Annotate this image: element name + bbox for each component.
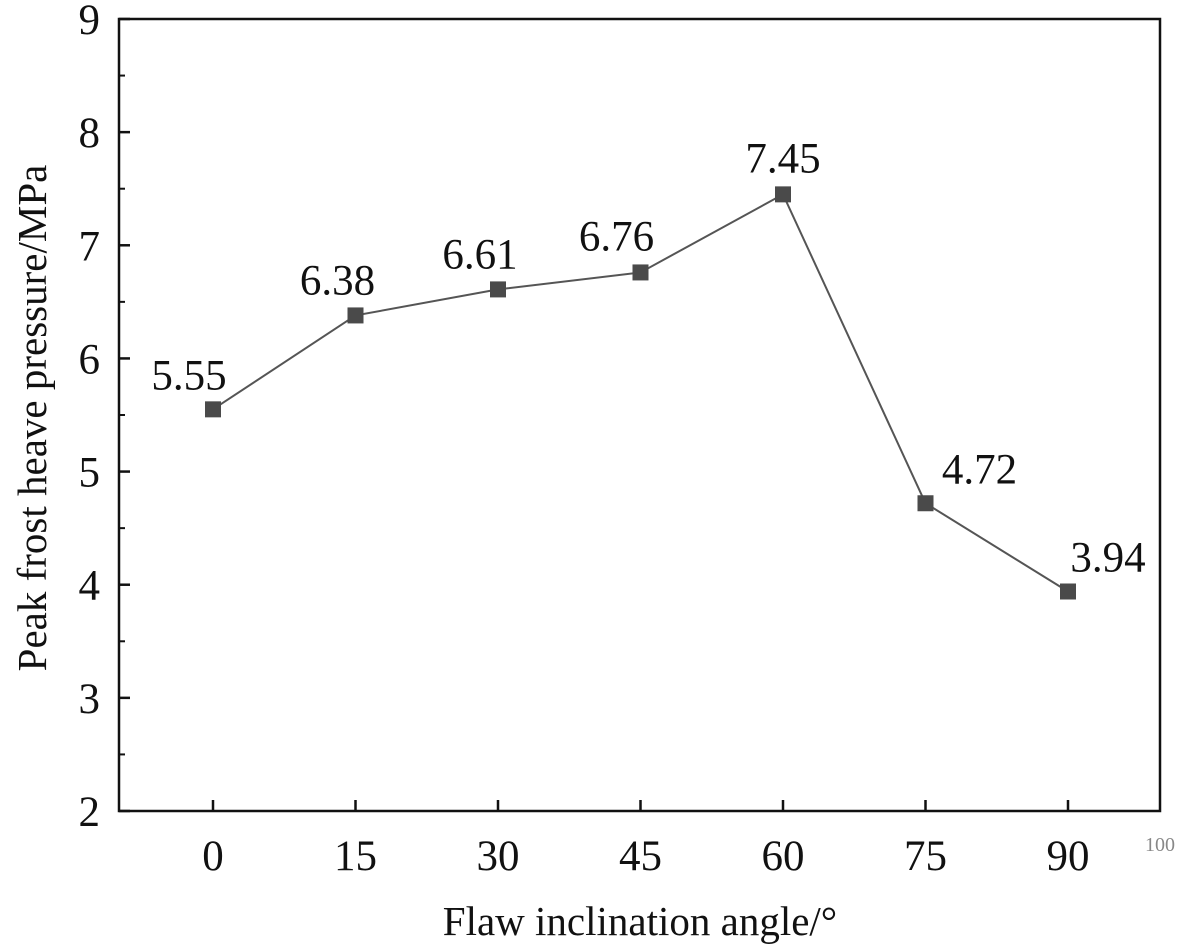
x-tick-label: 60 bbox=[762, 833, 805, 880]
y-axis-label: Peak frost heave pressure/MPa bbox=[9, 165, 55, 672]
x-axis-label: Flaw inclination angle/° bbox=[443, 898, 837, 944]
x-tick-label: 45 bbox=[619, 833, 662, 880]
y-tick-label: 2 bbox=[79, 789, 101, 836]
x-tick-label: 0 bbox=[202, 833, 224, 880]
data-labels: 5.55 6.38 6.61 6.76 7.45 4.72 3.94 bbox=[151, 135, 1145, 581]
x-tick-label: 15 bbox=[334, 833, 377, 880]
data-point-marker bbox=[632, 264, 649, 281]
data-label: 6.76 bbox=[579, 213, 654, 260]
data-point-marker bbox=[490, 281, 506, 298]
data-label: 5.55 bbox=[151, 352, 226, 399]
data-label: 6.38 bbox=[300, 257, 375, 304]
y-tick-label: 5 bbox=[79, 450, 101, 497]
data-point-marker bbox=[347, 307, 364, 324]
data-point-marker bbox=[205, 401, 221, 418]
data-label: 3.94 bbox=[1070, 535, 1145, 582]
x-axis: 0 15 30 45 60 75 90 bbox=[202, 800, 1090, 880]
data-label: 7.45 bbox=[745, 135, 820, 182]
y-tick-label: 7 bbox=[79, 223, 101, 270]
plot-frame bbox=[117, 17, 1162, 813]
data-point-marker bbox=[775, 186, 791, 203]
y-tick-label: 4 bbox=[79, 563, 101, 610]
y-tick-label: 8 bbox=[79, 110, 101, 157]
y-tick-label: 9 bbox=[79, 0, 101, 44]
data-point-marker bbox=[917, 495, 934, 512]
y-tick-label: 6 bbox=[79, 336, 101, 383]
y-tick-label: 3 bbox=[79, 676, 101, 723]
data-label: 6.61 bbox=[442, 231, 517, 278]
data-label: 4.72 bbox=[942, 446, 1017, 493]
data-point-marker bbox=[1060, 583, 1076, 600]
x-tick-label: 90 bbox=[1047, 833, 1090, 880]
x-tick-label: 75 bbox=[904, 833, 947, 880]
markers bbox=[205, 186, 1076, 600]
y-axis: 2 3 4 5 6 7 8 9 bbox=[79, 0, 130, 836]
corner-annotation: 100 bbox=[1145, 834, 1175, 856]
x-tick-label: 30 bbox=[477, 833, 520, 880]
